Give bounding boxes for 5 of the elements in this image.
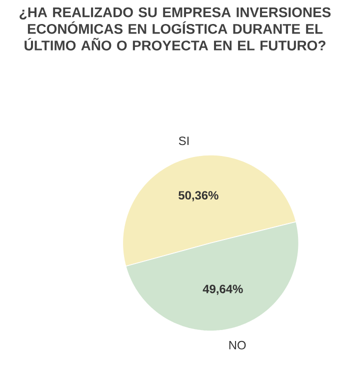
chart-title: ¿HA REALIZADO SU EMPRESA INVERSIONES ECONÓMICAS EN LOGÍSTICA DURANTE EL ÚLTIMO AÑO O PROYECTA EN EL FUTURO? bbox=[20, 7, 331, 50]
slice-label: NO bbox=[229, 340, 246, 350]
data-label: 50,36% bbox=[178, 191, 218, 202]
slice-label: SI bbox=[178, 136, 189, 146]
data-label: 49,64% bbox=[202, 284, 243, 295]
